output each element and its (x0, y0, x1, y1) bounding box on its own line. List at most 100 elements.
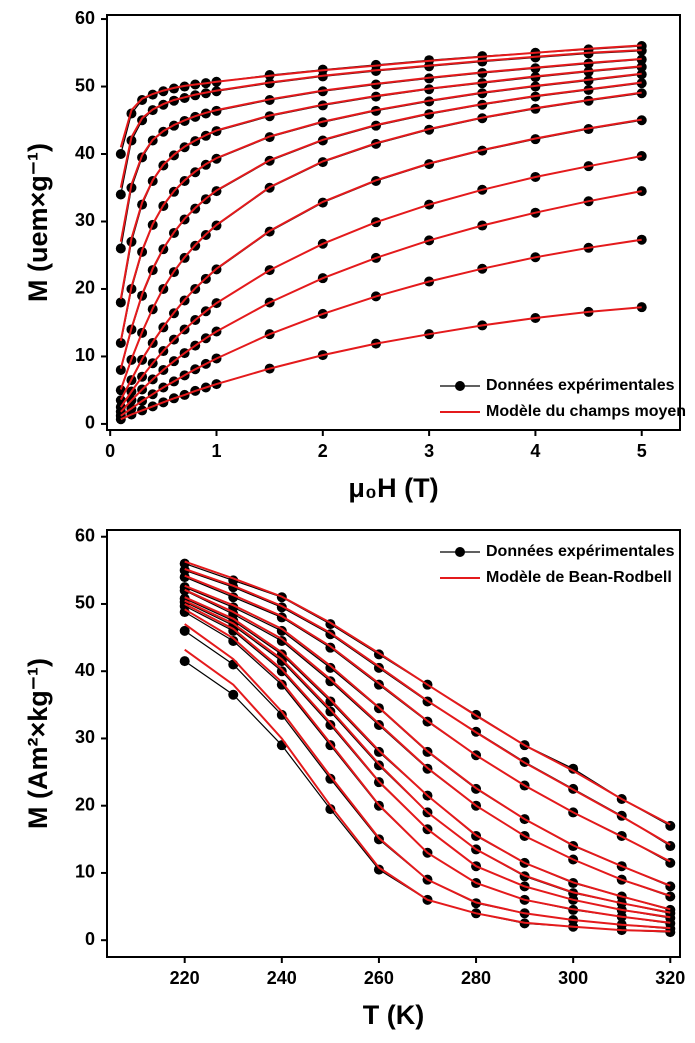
data-point (665, 927, 676, 938)
data-point (325, 676, 336, 687)
model-line (119, 57, 642, 242)
model-line (184, 599, 671, 914)
legend-label: Données expérimentales (486, 377, 675, 394)
data-point (636, 234, 647, 245)
legend-label: Modèle de Bean-Rodbell (486, 569, 672, 586)
model-line (120, 190, 642, 413)
data-point (115, 337, 126, 348)
y-tick-label: 50 (75, 593, 95, 613)
data-point (636, 302, 647, 313)
legend-label: Modèle du champs moyen (486, 403, 686, 420)
data-line (184, 569, 671, 847)
x-tick-label: 260 (364, 968, 394, 988)
x-tick-label: 240 (267, 968, 297, 988)
data-point (115, 364, 126, 375)
model-line (119, 155, 642, 408)
x-tick-label: 300 (558, 968, 588, 988)
data-point (179, 656, 190, 667)
data-point (325, 662, 336, 673)
data-point (325, 706, 336, 717)
data-point (115, 149, 126, 160)
model-line (120, 238, 642, 417)
x-tick-label: 5 (637, 441, 647, 461)
model-line (184, 603, 671, 919)
data-line (120, 82, 642, 371)
x-tick-label: 320 (655, 968, 685, 988)
y-tick-label: 50 (75, 75, 95, 95)
data-point (276, 709, 287, 720)
data-point (179, 607, 190, 618)
plot-area (115, 41, 647, 425)
data-line (184, 586, 671, 887)
legend-marker (455, 547, 465, 557)
data-point (373, 864, 384, 875)
x-axis-label: T (K) (363, 1000, 424, 1030)
data-point (665, 881, 676, 892)
data-point (179, 625, 190, 636)
y-tick-label: 40 (75, 143, 95, 163)
data-point (636, 151, 647, 162)
plot-frame (106, 529, 681, 958)
data-point (636, 186, 647, 197)
x-tick-label: 0 (105, 441, 115, 461)
data-point (276, 666, 287, 677)
data-point (276, 656, 287, 667)
model-line (119, 118, 642, 401)
data-line (120, 66, 642, 303)
data-point (325, 773, 336, 784)
panel: 0 10 20 30 40 50 60 220 240 260 280 300 320 T (K) M (A… (23, 525, 685, 1030)
model-line (120, 306, 642, 421)
model-line (119, 72, 642, 342)
data-point (228, 659, 239, 670)
y-tick-label: 0 (85, 929, 95, 949)
x-tick-label: 4 (530, 441, 540, 461)
data-point (179, 572, 190, 583)
model-line (184, 648, 671, 933)
y-tick-label: 60 (75, 525, 95, 545)
data-line (120, 119, 642, 401)
model-line (184, 608, 671, 924)
data-point (276, 679, 287, 690)
y-tick-label: 10 (75, 345, 95, 365)
data-point (115, 385, 126, 396)
model-line (184, 574, 671, 863)
y-tick-label: 30 (75, 727, 95, 747)
model-line (184, 623, 671, 930)
legend-marker (455, 381, 465, 391)
x-tick-label: 280 (461, 968, 491, 988)
model-line (184, 588, 671, 897)
data-point (228, 635, 239, 646)
x-tick-label: 2 (318, 441, 328, 461)
data-point (115, 189, 126, 200)
x-axis-label: μ₀H (T) (348, 473, 438, 503)
model-line (184, 596, 671, 911)
data-point (115, 297, 126, 308)
legend: Données expérimentales Modèle du champs m… (440, 377, 686, 420)
y-tick-label: 0 (85, 413, 95, 433)
data-line (184, 605, 671, 919)
y-tick-label: 20 (75, 794, 95, 814)
model-line (119, 81, 642, 369)
y-tick-label: 60 (75, 8, 95, 28)
x-tick-label: 220 (170, 968, 200, 988)
model-line (184, 584, 671, 887)
data-point (228, 689, 239, 700)
panel: 0 10 20 30 40 50 60 0 1 2 3 4 5 μ₀H (T) M (uem×g⁻¹) Don… (23, 8, 686, 503)
data-point (665, 891, 676, 902)
x-tick-label: 3 (424, 441, 434, 461)
model-line (184, 560, 671, 826)
data-point (325, 804, 336, 815)
data-line (184, 563, 671, 827)
y-tick-label: 20 (75, 278, 95, 298)
model-line (119, 65, 642, 300)
data-point (325, 696, 336, 707)
y-tick-label: 30 (75, 210, 95, 230)
y-axis-label: M (Am²×kg⁻¹) (23, 658, 53, 829)
x-tick-label: 1 (211, 441, 221, 461)
model-line (119, 91, 642, 390)
plot-area (179, 558, 676, 938)
legend: Données expérimentales Modèle de Bean-Rod… (440, 543, 675, 586)
y-tick-label: 10 (75, 862, 95, 882)
model-line (184, 568, 671, 846)
